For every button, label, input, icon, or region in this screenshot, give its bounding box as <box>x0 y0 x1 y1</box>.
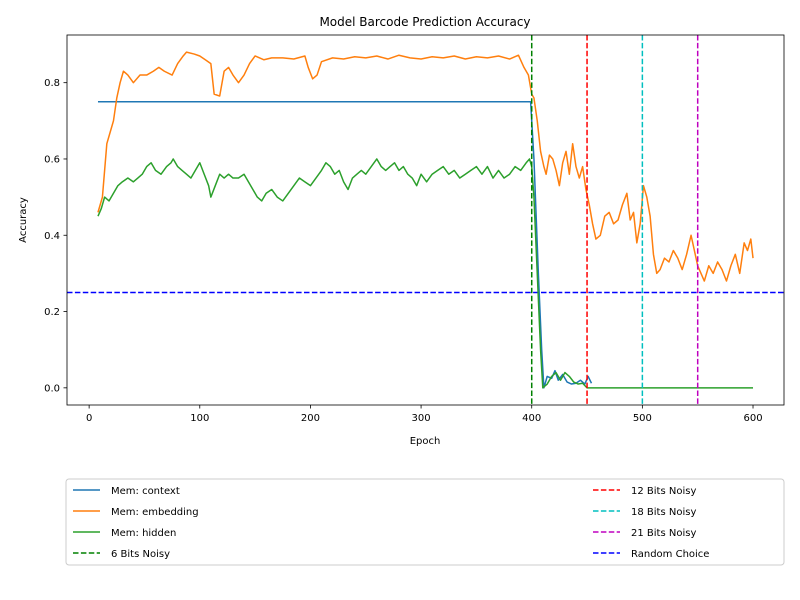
y-tick-label: 0.8 <box>44 78 60 89</box>
legend-label-12-bits-noisy: 12 Bits Noisy <box>631 486 696 497</box>
x-tick-label: 0 <box>86 413 92 424</box>
legend-label-mem-embedding: Mem: embedding <box>111 507 199 518</box>
legend-frame <box>65 478 785 566</box>
y-axis-label: Accuracy <box>18 197 29 243</box>
y-axis: 0.0 0.2 0.4 0.6 0.8 <box>44 78 67 394</box>
x-tick-label: 400 <box>522 413 541 424</box>
legend-label-mem-context: Mem: context <box>111 486 180 497</box>
series-line-mem-embedding <box>97 51 754 282</box>
x-axis: 0 100 200 300 400 500 600 <box>86 405 763 424</box>
y-tick-label: 0.4 <box>44 231 60 242</box>
y-tick-label: 0.0 <box>44 383 60 394</box>
legend-label-mem-hidden: Mem: hidden <box>111 528 176 539</box>
x-tick-label: 600 <box>743 413 762 424</box>
legend-label-18-bits-noisy: 18 Bits Noisy <box>631 507 696 518</box>
legend-label-random-choice: Random Choice <box>631 549 709 560</box>
y-tick-label: 0.2 <box>44 307 60 318</box>
x-tick-label: 200 <box>301 413 320 424</box>
x-axis-label: Epoch <box>410 436 441 447</box>
chart-title: Model Barcode Prediction Accuracy <box>319 15 530 29</box>
y-tick-label: 0.6 <box>44 154 60 165</box>
series-line-mem-hidden <box>97 158 754 389</box>
legend-label-6-bits-noisy: 6 Bits Noisy <box>111 549 170 560</box>
legend-label-21-bits-noisy: 21 Bits Noisy <box>631 528 696 539</box>
x-tick-label: 100 <box>190 413 209 424</box>
legend: Mem: context Mem: embedding Mem: hidden 6 B… <box>65 478 785 566</box>
series-line-mem-context <box>97 101 593 389</box>
x-tick-label: 500 <box>633 413 652 424</box>
x-tick-label: 300 <box>412 413 431 424</box>
plot-area-frame <box>66 34 785 406</box>
